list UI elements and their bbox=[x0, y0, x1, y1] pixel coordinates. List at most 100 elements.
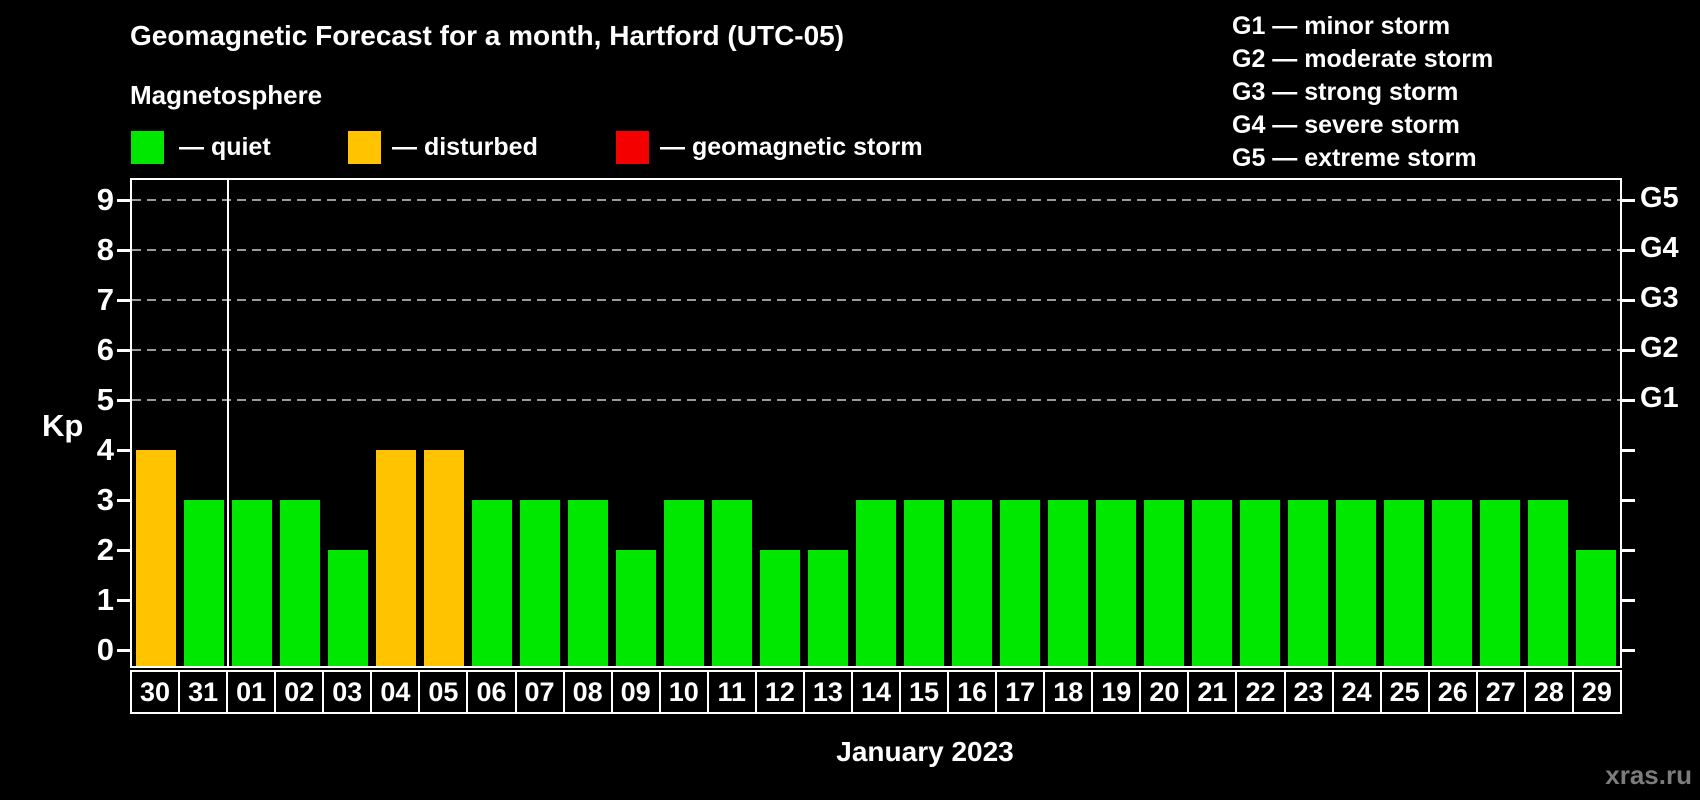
date-label-04: 04 bbox=[370, 672, 418, 712]
kp-bar-day-11 bbox=[712, 500, 752, 666]
right-tick-0 bbox=[1622, 649, 1635, 652]
kp-bar-day-18 bbox=[1048, 500, 1088, 666]
disturbed-legend-swatch bbox=[348, 131, 381, 164]
date-label-31: 31 bbox=[178, 672, 226, 712]
kp-bar-day-21 bbox=[1192, 500, 1232, 666]
right-tick-4 bbox=[1622, 449, 1635, 452]
left-tick-6 bbox=[117, 349, 130, 352]
left-tick-3 bbox=[117, 499, 130, 502]
quiet-legend-label: — quiet bbox=[179, 133, 271, 161]
kp-bar-day-23 bbox=[1288, 500, 1328, 666]
date-label-12: 12 bbox=[754, 672, 803, 712]
kp-bar-day-15 bbox=[904, 500, 944, 666]
date-label-03: 03 bbox=[322, 672, 370, 712]
plot-area: 0 1 2 3 4 5 6 7 8 9 G1 G2 G3 G4 G5 bbox=[97, 178, 1679, 668]
y-tick-label-1: 1 bbox=[96, 582, 114, 617]
y-tick-label-5: 5 bbox=[96, 382, 114, 417]
y-tick-label-9: 9 bbox=[96, 182, 114, 217]
y-axis-title: Kp bbox=[42, 408, 84, 443]
kp-bar-day-12 bbox=[760, 550, 800, 666]
g4-legend-line: G4 — severe storm bbox=[1232, 111, 1460, 139]
date-label-28: 28 bbox=[1523, 672, 1572, 712]
date-label-13: 13 bbox=[802, 672, 851, 712]
g-level-label-g3: G3 bbox=[1640, 282, 1679, 314]
date-label-05: 05 bbox=[418, 672, 466, 712]
kp-bar-day-30 bbox=[136, 450, 176, 666]
y-tick-label-3: 3 bbox=[96, 482, 114, 517]
y-tick-label-6: 6 bbox=[96, 332, 114, 367]
storm-legend-swatch bbox=[616, 131, 649, 164]
date-label-21: 21 bbox=[1187, 672, 1235, 712]
date-label-11: 11 bbox=[706, 672, 755, 712]
kp-bar-day-10 bbox=[664, 500, 704, 666]
kp-bar-day-17 bbox=[1000, 500, 1040, 666]
date-label-16: 16 bbox=[947, 672, 995, 712]
left-tick-7 bbox=[117, 299, 130, 302]
date-label-18: 18 bbox=[1043, 672, 1091, 712]
kp-bar-day-19 bbox=[1096, 500, 1136, 666]
gridline-kp5 bbox=[132, 399, 1620, 401]
y-tick-label-0: 0 bbox=[96, 632, 114, 667]
right-tick-1 bbox=[1622, 599, 1635, 602]
g-level-label-g5: G5 bbox=[1640, 182, 1679, 214]
left-tick-9 bbox=[117, 199, 130, 202]
right-tick-7 bbox=[1622, 299, 1635, 302]
right-tick-9 bbox=[1622, 199, 1635, 202]
g1-legend-line: G1 — minor storm bbox=[1232, 12, 1451, 40]
left-tick-4 bbox=[117, 449, 130, 452]
g-scale-legend: G1 — minor storm G2 — moderate storm G3 … bbox=[1232, 10, 1493, 175]
x-axis-date-row: 30 31 01 02 03 04 05 06 07 08 09 10 11 12 13 14 15 16 17 18… bbox=[130, 670, 1622, 714]
g-level-label-g2: G2 bbox=[1640, 332, 1679, 364]
kp-bar-day-20 bbox=[1144, 500, 1184, 666]
date-label-07: 07 bbox=[514, 672, 563, 712]
g3-legend-line: G3 — strong storm bbox=[1232, 78, 1459, 106]
date-label-01: 01 bbox=[226, 672, 274, 712]
date-label-23: 23 bbox=[1283, 672, 1332, 712]
kp-bar-day-08 bbox=[568, 500, 608, 666]
left-tick-0 bbox=[117, 649, 130, 652]
watermark: xras.ru bbox=[1605, 760, 1692, 790]
date-label-06: 06 bbox=[466, 672, 514, 712]
kp-bar-day-01 bbox=[232, 500, 272, 666]
date-label-24: 24 bbox=[1331, 672, 1380, 712]
kp-bar-day-26 bbox=[1432, 500, 1472, 666]
y-tick-label-4: 4 bbox=[96, 432, 114, 467]
right-tick-3 bbox=[1622, 499, 1635, 502]
left-tick-1 bbox=[117, 599, 130, 602]
storm-legend-label: — geomagnetic storm bbox=[660, 133, 923, 161]
date-label-22: 22 bbox=[1235, 672, 1283, 712]
quiet-legend-swatch bbox=[131, 131, 164, 164]
date-label-30: 30 bbox=[140, 676, 171, 707]
kp-bar-day-25 bbox=[1384, 500, 1424, 666]
right-tick-8 bbox=[1622, 249, 1635, 252]
date-label-27: 27 bbox=[1475, 672, 1524, 712]
gridline-kp9 bbox=[132, 199, 1620, 201]
date-label-20: 20 bbox=[1139, 672, 1187, 712]
kp-bar-day-14 bbox=[856, 500, 896, 666]
month-caption: January 2023 bbox=[836, 736, 1014, 767]
kp-bar-day-16 bbox=[952, 500, 992, 666]
kp-bar-day-02 bbox=[280, 500, 320, 666]
date-label-19: 19 bbox=[1091, 672, 1139, 712]
y-tick-label-2: 2 bbox=[96, 532, 114, 567]
g2-legend-line: G2 — moderate storm bbox=[1232, 45, 1494, 73]
date-label-14: 14 bbox=[850, 672, 899, 712]
date-label-29: 29 bbox=[1571, 672, 1620, 712]
date-label-02: 02 bbox=[274, 672, 322, 712]
chart-subtitle: Magnetosphere bbox=[130, 80, 323, 110]
kp-bar-day-04 bbox=[376, 450, 416, 666]
date-label-09: 09 bbox=[610, 672, 659, 712]
g5-legend-line: G5 — extreme storm bbox=[1232, 144, 1477, 172]
y-tick-label-7: 7 bbox=[96, 282, 114, 317]
right-tick-6 bbox=[1622, 349, 1635, 352]
kp-bar-day-05 bbox=[424, 450, 464, 666]
left-tick-8 bbox=[117, 249, 130, 252]
kp-bar-day-31 bbox=[184, 500, 224, 666]
kp-bar-day-22 bbox=[1240, 500, 1280, 666]
chart-title: Geomagnetic Forecast for a month, Hartfo… bbox=[130, 20, 845, 51]
left-tick-2 bbox=[117, 549, 130, 552]
date-label-25: 25 bbox=[1379, 672, 1428, 712]
right-tick-5 bbox=[1622, 399, 1635, 402]
kp-bar-day-09 bbox=[616, 550, 656, 666]
